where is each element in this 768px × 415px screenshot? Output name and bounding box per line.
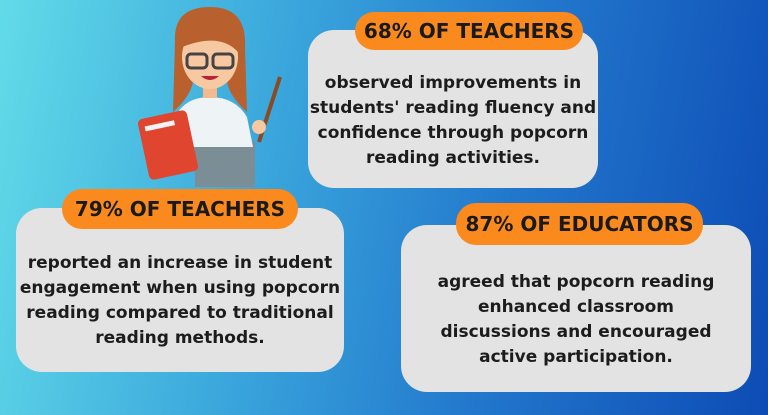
stat-heading-badge: 68% OF TEACHERS	[355, 12, 583, 50]
stat-card-87-educators: agreed that popcorn reading enhanced cla…	[401, 225, 751, 392]
teacher-illustration	[138, 7, 282, 187]
stat-text: reported an increase in student engageme…	[19, 253, 341, 348]
stat-card-79-teachers: reported an increase in student engageme…	[16, 208, 344, 372]
stat-text: agreed that popcorn reading enhanced cla…	[437, 271, 715, 367]
stat-heading-badge: 87% OF EDUCATORS	[456, 203, 703, 245]
stat-card-68-teachers: observed improvements in students' readi…	[308, 30, 598, 188]
stat-heading-badge: 79% OF TEACHERS	[62, 189, 298, 229]
stat-text: observed improvements in students' readi…	[309, 73, 597, 168]
